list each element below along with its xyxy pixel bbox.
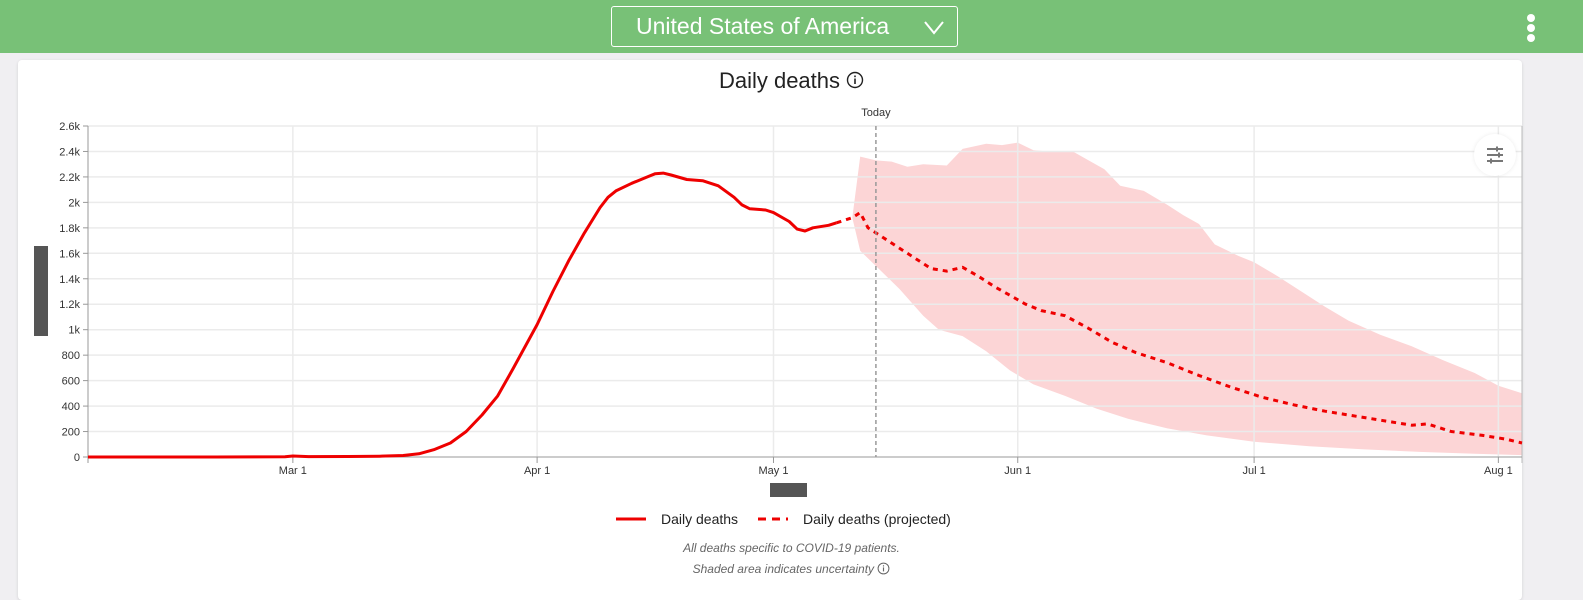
series-line-daily-deaths bbox=[88, 171, 837, 459]
deaths-note: All deaths specific to COVID-19 patients… bbox=[683, 541, 900, 555]
x-tick-label: Aug 1 bbox=[1484, 465, 1513, 477]
uncertainty-note: Shaded area indicates uncertainty bbox=[0, 562, 1583, 576]
y-tick-label: 600 bbox=[62, 376, 80, 388]
chart-options-button[interactable] bbox=[1474, 134, 1516, 176]
y-tick-label: 1.8k bbox=[59, 223, 80, 235]
y-tick-label: 2.6k bbox=[59, 121, 80, 133]
legend-item-daily-deaths[interactable]: Daily deaths bbox=[614, 510, 738, 528]
chevron-down-icon bbox=[924, 21, 944, 35]
location-select-value: United States of America bbox=[636, 13, 890, 39]
x-tick-label: Jun 1 bbox=[1004, 465, 1031, 477]
x-tick-label: Mar 1 bbox=[279, 465, 307, 477]
chart-title: Daily deaths bbox=[0, 68, 1583, 94]
legend-item-daily-deaths-projected[interactable]: Daily deaths (projected) bbox=[756, 510, 951, 528]
more-menu-button[interactable] bbox=[1520, 10, 1542, 44]
daily-deaths-chart: 0 200 400 600 800 1k 1.2k 1.4k 1.6k 1.8k 2k 2.2k 2.4… bbox=[59, 107, 1523, 477]
y-tick-label: 1.6k bbox=[59, 248, 80, 260]
series-layer bbox=[88, 171, 1523, 459]
sliders-icon bbox=[1487, 146, 1503, 164]
series-line-daily-deaths-projected bbox=[836, 211, 1523, 445]
y-tick-label: 2.4k bbox=[59, 146, 80, 158]
grid-layer bbox=[88, 125, 1522, 457]
uncertainty-band-layer bbox=[852, 142, 1522, 456]
uncertainty-note-text: Shaded area indicates uncertainty bbox=[692, 562, 875, 576]
y-tick-label: 1k bbox=[68, 325, 80, 337]
y-tick-label: 200 bbox=[62, 427, 80, 439]
legend-dashed-line-swatch bbox=[758, 517, 788, 521]
x-tick-label: Apr 1 bbox=[524, 465, 550, 477]
legend-solid-line-swatch bbox=[616, 517, 646, 521]
legend-label: Daily deaths bbox=[661, 511, 739, 527]
y-tick-label: 2.2k bbox=[59, 172, 80, 184]
chart-legend: Daily deaths Daily deaths (projected) bbox=[0, 510, 1583, 528]
annotation-layer: Today bbox=[861, 107, 891, 457]
y-tick-label: 0 bbox=[74, 452, 80, 464]
chart-title-text: Daily deaths bbox=[718, 68, 841, 93]
legend-label: Daily deaths (projected) bbox=[803, 511, 951, 527]
x-axis-scroll-handle[interactable] bbox=[770, 483, 807, 497]
info-icon[interactable] bbox=[846, 71, 864, 89]
uncertainty-band bbox=[852, 142, 1522, 456]
y-tick-label: 400 bbox=[62, 401, 80, 413]
top-bar: United States of America bbox=[0, 0, 1583, 53]
today-label: Today bbox=[861, 107, 891, 119]
y-tick-label: 800 bbox=[62, 350, 80, 362]
x-tick-label: May 1 bbox=[758, 465, 788, 477]
y-axis-scroll-handle[interactable] bbox=[34, 246, 48, 336]
y-tick-label: 2k bbox=[68, 197, 80, 209]
info-icon[interactable] bbox=[877, 562, 890, 575]
y-tick-label: 1.2k bbox=[59, 299, 80, 311]
x-tick-label: Jul 1 bbox=[1242, 465, 1265, 477]
y-tick-label: 1.4k bbox=[59, 274, 80, 286]
location-select[interactable]: United States of America bbox=[611, 6, 958, 47]
